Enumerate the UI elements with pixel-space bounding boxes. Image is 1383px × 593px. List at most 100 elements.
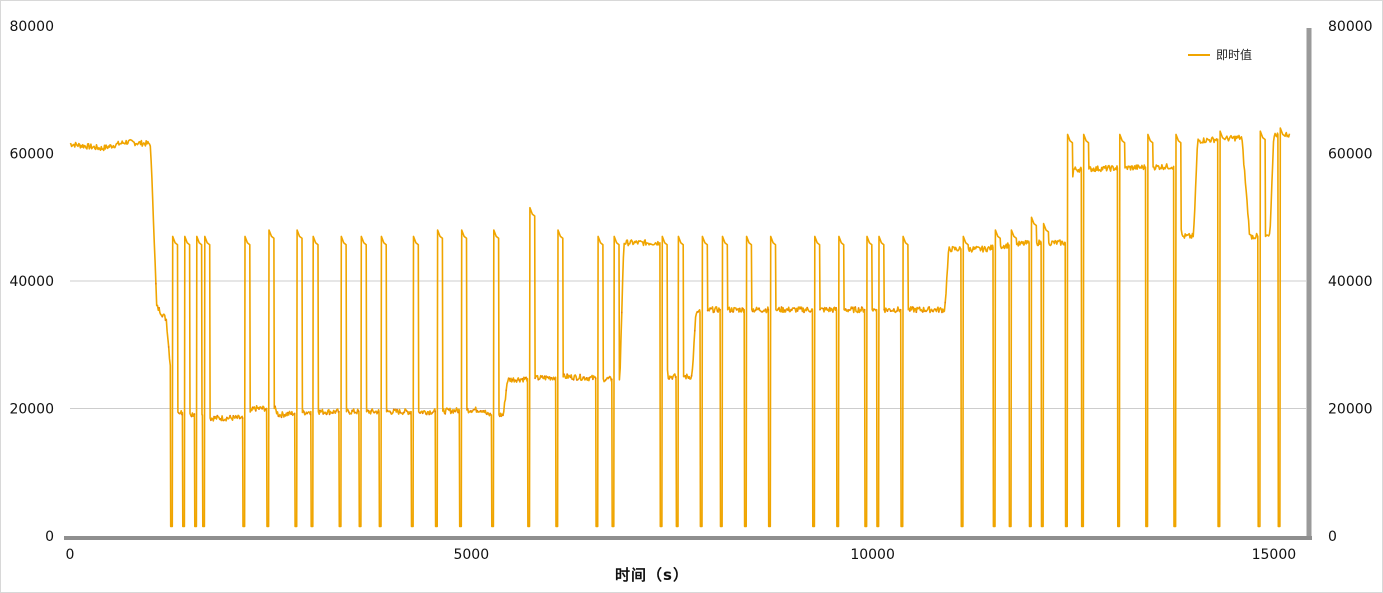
series-point: [594, 377, 597, 380]
series-point: [447, 408, 450, 411]
y-tick-right-60000: 60000: [1328, 147, 1373, 163]
series-point: [803, 311, 805, 314]
series-point: [164, 319, 167, 322]
series-point: [309, 413, 312, 416]
series-point: [335, 410, 337, 412]
series-point: [899, 308, 902, 311]
series-point: [466, 407, 469, 410]
series-point: [793, 307, 796, 309]
series-point: [566, 373, 569, 375]
series-point: [822, 307, 825, 310]
series-point: [514, 379, 517, 382]
series-point: [883, 308, 886, 311]
series-point: [216, 414, 219, 417]
series-point: [354, 411, 357, 414]
series-point: [582, 376, 585, 379]
series-point: [444, 413, 447, 415]
series-point: [687, 377, 690, 379]
axes: [63, 28, 1312, 540]
series-point: [889, 310, 892, 313]
series-point: [844, 308, 847, 310]
series-point: [418, 411, 421, 414]
series-point: [777, 307, 780, 310]
series-point: [944, 301, 947, 304]
series-point: [486, 413, 488, 416]
series-point: [896, 310, 898, 312]
x-tick-15000: 15000: [1252, 547, 1297, 563]
series-point: [322, 413, 325, 415]
series-point: [402, 411, 405, 414]
series-point: [421, 412, 424, 415]
series-point: [306, 412, 309, 415]
series-point: [799, 307, 802, 310]
series-point: [338, 410, 340, 413]
series-point: [399, 411, 402, 414]
x-tick-0: 0: [66, 547, 75, 563]
series-point: [238, 417, 241, 420]
series-point: [780, 306, 783, 308]
series-point: [280, 416, 283, 419]
series-point: [738, 307, 741, 310]
y-tick-left-60000: 60000: [9, 147, 54, 163]
series-point: [697, 311, 699, 313]
series-point: [431, 411, 434, 414]
series-point: [213, 415, 216, 418]
series-point: [222, 419, 225, 422]
series-point: [716, 310, 719, 312]
series-point: [819, 308, 821, 311]
series-point: [719, 308, 721, 311]
y-tick-left-0: 0: [45, 529, 54, 545]
series-point: [241, 417, 244, 419]
series-point: [754, 309, 757, 311]
series-point: [293, 412, 296, 415]
series-point: [585, 377, 588, 379]
series-point: [751, 310, 754, 313]
series-point: [579, 373, 581, 376]
series-point: [828, 306, 831, 309]
series-point: [592, 378, 594, 381]
series-point: [543, 375, 546, 378]
series-point: [210, 419, 212, 422]
series-point: [693, 329, 696, 332]
series-point: [479, 409, 482, 412]
series-point: [893, 308, 895, 310]
series-point: [742, 307, 744, 310]
series-point: [790, 308, 792, 311]
series-point: [370, 409, 373, 412]
series-point: [941, 311, 943, 314]
series-point: [158, 306, 161, 309]
series-point: [534, 377, 536, 380]
series-point: [392, 408, 395, 411]
series-point: [729, 311, 731, 313]
series-point: [287, 411, 289, 414]
series-point: [860, 306, 863, 308]
series-point: [524, 376, 527, 379]
series-layer: [69, 127, 1291, 528]
series-point: [434, 410, 437, 413]
series-point: [761, 311, 764, 313]
y-tick-left-20000: 20000: [9, 402, 54, 418]
series-point: [498, 415, 501, 418]
y-tick-left-40000: 40000: [9, 274, 54, 290]
y-tick-right-0: 0: [1328, 529, 1337, 545]
series-point: [668, 378, 670, 380]
series-point: [193, 413, 196, 415]
series-point: [873, 308, 876, 311]
series-point: [928, 306, 931, 308]
series-point: [608, 376, 610, 379]
series-point: [886, 310, 889, 313]
y-tick-right-20000: 20000: [1328, 402, 1373, 418]
y-tick-left-80000: 80000: [9, 19, 54, 35]
series-point: [181, 413, 183, 416]
series-point: [428, 413, 431, 416]
series-point: [915, 311, 918, 314]
series-point: [258, 408, 260, 410]
series-point: [409, 412, 411, 415]
series-point: [489, 412, 492, 415]
series-point: [190, 415, 193, 418]
series-point: [277, 415, 280, 417]
series-point: [450, 410, 453, 413]
series-point: [303, 411, 305, 413]
series-point: [671, 378, 674, 380]
